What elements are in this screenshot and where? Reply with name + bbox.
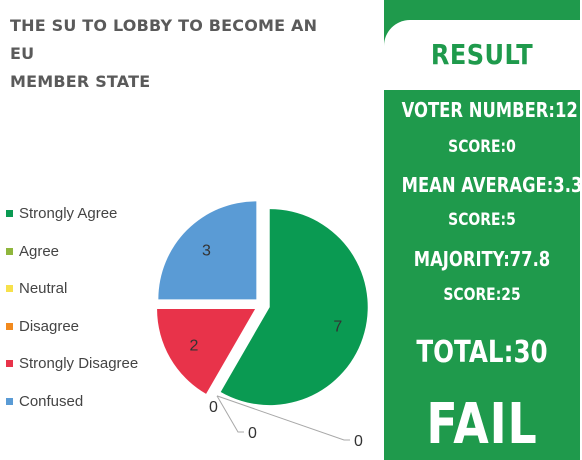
majority: MAJORITY:77.8 <box>413 247 551 271</box>
leader-line <box>216 395 350 441</box>
legend-item-strongly-agree: Strongly Agree <box>6 195 176 233</box>
result-header <box>384 20 580 90</box>
legend-swatch <box>6 322 13 330</box>
pie-chart: 7 2 3 0 0 0 <box>157 201 368 450</box>
legend-item-disagree: Disagree <box>6 308 176 346</box>
pie-data-label: 0 <box>209 399 218 416</box>
pie-data-label: 3 <box>202 242 211 259</box>
legend-label: Strongly Disagree <box>19 355 139 373</box>
total: TOTAL:30 <box>416 335 548 370</box>
result-panel: RESULT VOTER NUMBER:12 SCORE:0 MEAN AVER… <box>384 0 582 460</box>
legend-item-strongly-disagree: Strongly Disagree <box>6 345 176 383</box>
legend-swatch <box>6 247 13 255</box>
pie-slice-strongly-disagree <box>157 309 256 394</box>
result-title: RESULT <box>430 38 534 71</box>
pie-data-label: 7 <box>333 318 342 335</box>
legend-swatch <box>6 285 13 293</box>
legend-swatch <box>6 210 13 218</box>
verdict: FAIL <box>426 392 538 457</box>
mean-average: MEAN AVERAGE:3.33 <box>401 173 582 197</box>
voter-score: SCORE:0 <box>448 137 516 157</box>
leader-line <box>216 395 244 433</box>
pie-data-label: 0 <box>248 425 257 442</box>
legend-label: Strongly Agree <box>19 205 118 223</box>
legend-item-confused: Confused <box>6 383 176 421</box>
voter-number: VOTER NUMBER:12 <box>401 98 578 122</box>
chart-legend: Strongly Agree Agree Neutral Disagree Strong… <box>6 195 176 420</box>
legend-item-neutral: Neutral <box>6 270 176 308</box>
legend-swatch <box>6 360 13 368</box>
legend-label: Disagree <box>19 317 80 335</box>
majority-score: SCORE:25 <box>443 285 521 305</box>
chart-title: THE SU TO LOBBY TO BECOME AN EU MEMBER S… <box>10 16 318 91</box>
pie-data-label: 2 <box>190 337 199 354</box>
pie-data-label: 0 <box>354 433 363 450</box>
pie-slice-strongly-agree <box>220 209 368 406</box>
legend-item-agree: Agree <box>6 233 176 271</box>
legend-label: Agree <box>19 242 60 260</box>
mean-score: SCORE:5 <box>448 210 516 230</box>
legend-label: Confused <box>19 392 84 410</box>
legend-swatch <box>6 397 13 405</box>
pie-slice-confused <box>158 201 257 300</box>
legend-label: Neutral <box>19 280 68 298</box>
